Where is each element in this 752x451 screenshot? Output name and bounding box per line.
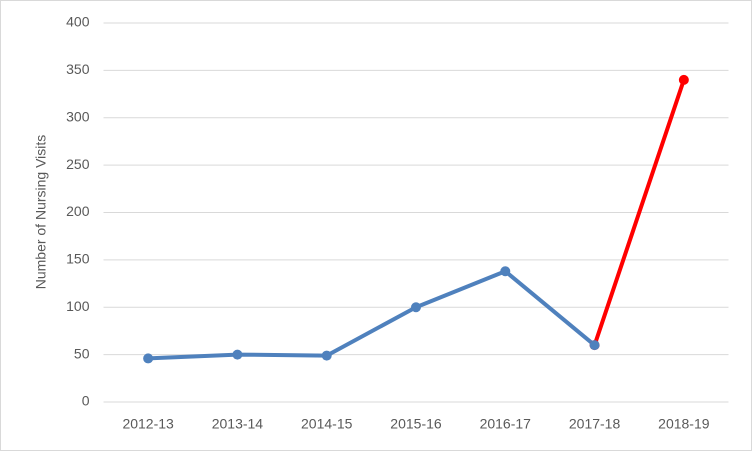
y-tick-label: 50 [74,345,90,361]
y-tick-label: 200 [66,203,90,219]
y-axis-label: Number of Nursing Visits [33,135,49,290]
line [146,269,597,361]
marker [321,350,332,361]
y-tick-label: 100 [66,298,90,314]
x-tick-label: 2017-18 [569,416,621,432]
x-tick-label: 2018-19 [658,416,710,432]
marker [500,266,511,277]
x-tick-label: 2014-15 [301,416,353,432]
y-tick-label: 350 [66,61,90,77]
x-tick-label: 2015-16 [390,416,442,432]
x-tick-label: 2013-14 [212,416,264,432]
y-tick-label: 300 [66,108,90,124]
marker [232,349,243,360]
x-tick-label: 2016-17 [480,416,532,432]
marker [143,353,154,364]
x-tick-label: 2012-13 [122,416,174,432]
marker [678,74,689,85]
line [592,77,686,348]
y-tick-label: 250 [66,156,90,172]
marker [589,340,600,351]
marker [411,302,421,313]
y-tick-label: 400 [66,14,90,30]
y-tick-label: 150 [66,251,90,267]
y-tick-label: 0 [82,393,90,409]
